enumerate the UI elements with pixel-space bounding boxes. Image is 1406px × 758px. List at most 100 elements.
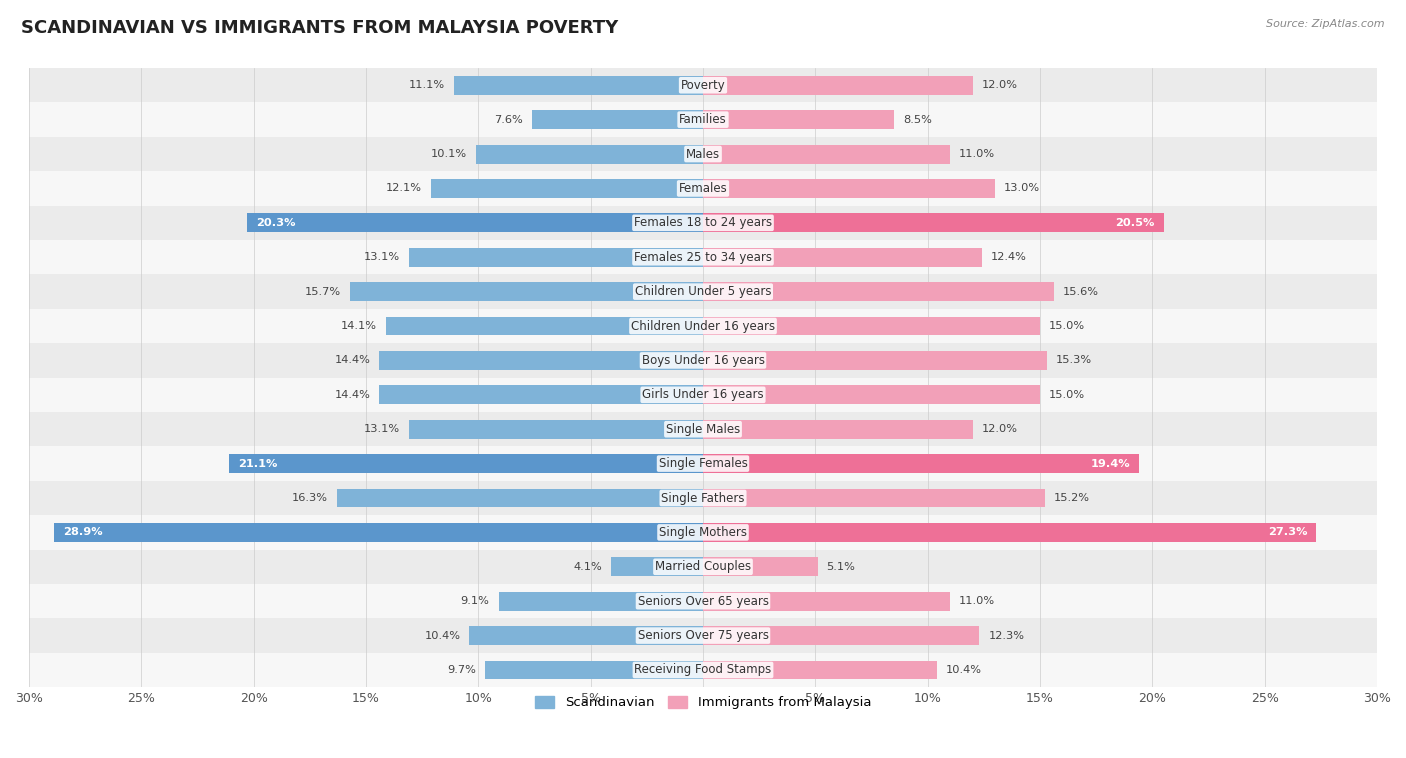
Bar — [409, 420, 703, 439]
Text: 10.4%: 10.4% — [946, 665, 981, 675]
Bar — [0, 550, 1406, 584]
Text: 14.4%: 14.4% — [335, 356, 370, 365]
Text: 12.0%: 12.0% — [981, 80, 1018, 90]
Text: 20.3%: 20.3% — [256, 218, 295, 228]
Text: 14.4%: 14.4% — [335, 390, 370, 399]
Text: Females: Females — [679, 182, 727, 195]
Bar — [0, 240, 1406, 274]
Text: 12.1%: 12.1% — [387, 183, 422, 193]
Bar — [703, 145, 950, 164]
Bar — [470, 626, 703, 645]
Bar — [703, 214, 1164, 232]
Text: 8.5%: 8.5% — [903, 114, 932, 124]
Text: Seniors Over 65 years: Seniors Over 65 years — [637, 595, 769, 608]
Text: 15.6%: 15.6% — [1063, 287, 1098, 296]
Bar — [703, 248, 981, 267]
Text: 15.0%: 15.0% — [1049, 321, 1085, 331]
Bar — [53, 523, 703, 542]
Text: 15.0%: 15.0% — [1049, 390, 1085, 399]
Text: Single Mothers: Single Mothers — [659, 526, 747, 539]
Text: 9.1%: 9.1% — [461, 597, 489, 606]
Bar — [0, 584, 1406, 619]
Bar — [703, 76, 973, 95]
Bar — [0, 377, 1406, 412]
Bar — [703, 385, 1040, 404]
Text: 12.4%: 12.4% — [991, 252, 1026, 262]
Bar — [0, 653, 1406, 688]
Bar — [0, 274, 1406, 309]
Text: Children Under 16 years: Children Under 16 years — [631, 320, 775, 333]
Text: Girls Under 16 years: Girls Under 16 years — [643, 388, 763, 401]
Text: 9.7%: 9.7% — [447, 665, 477, 675]
Bar — [387, 317, 703, 336]
Text: 15.3%: 15.3% — [1056, 356, 1092, 365]
Text: 19.4%: 19.4% — [1090, 459, 1130, 468]
Bar — [0, 171, 1406, 205]
Bar — [703, 592, 950, 611]
Text: 7.6%: 7.6% — [495, 114, 523, 124]
Bar — [0, 343, 1406, 377]
Text: Receiving Food Stamps: Receiving Food Stamps — [634, 663, 772, 676]
Text: 16.3%: 16.3% — [292, 493, 328, 503]
Bar — [247, 214, 703, 232]
Text: Poverty: Poverty — [681, 79, 725, 92]
Text: 14.1%: 14.1% — [342, 321, 377, 331]
Bar — [0, 446, 1406, 481]
Text: 11.0%: 11.0% — [959, 149, 995, 159]
Text: Boys Under 16 years: Boys Under 16 years — [641, 354, 765, 367]
Bar — [0, 205, 1406, 240]
Bar — [703, 110, 894, 129]
Text: 15.7%: 15.7% — [305, 287, 342, 296]
Bar — [499, 592, 703, 611]
Bar — [703, 489, 1045, 507]
Text: 10.4%: 10.4% — [425, 631, 460, 641]
Bar — [703, 179, 995, 198]
Text: 13.0%: 13.0% — [1004, 183, 1040, 193]
Bar — [454, 76, 703, 95]
Legend: Scandinavian, Immigrants from Malaysia: Scandinavian, Immigrants from Malaysia — [529, 691, 877, 715]
Bar — [477, 145, 703, 164]
Bar — [0, 412, 1406, 446]
Text: 13.1%: 13.1% — [364, 252, 399, 262]
Text: 11.1%: 11.1% — [409, 80, 444, 90]
Text: 12.0%: 12.0% — [981, 424, 1018, 434]
Bar — [610, 557, 703, 576]
Text: 10.1%: 10.1% — [432, 149, 467, 159]
Bar — [703, 282, 1053, 301]
Bar — [703, 626, 980, 645]
Bar — [0, 309, 1406, 343]
Bar — [0, 137, 1406, 171]
Text: 28.9%: 28.9% — [63, 528, 103, 537]
Text: 12.3%: 12.3% — [988, 631, 1025, 641]
Bar — [432, 179, 703, 198]
Text: Single Females: Single Females — [658, 457, 748, 470]
Bar — [380, 385, 703, 404]
Text: Single Fathers: Single Fathers — [661, 491, 745, 505]
Bar — [409, 248, 703, 267]
Text: 15.2%: 15.2% — [1053, 493, 1090, 503]
Text: Seniors Over 75 years: Seniors Over 75 years — [637, 629, 769, 642]
Text: SCANDINAVIAN VS IMMIGRANTS FROM MALAYSIA POVERTY: SCANDINAVIAN VS IMMIGRANTS FROM MALAYSIA… — [21, 19, 619, 37]
Text: 5.1%: 5.1% — [827, 562, 855, 572]
Text: 11.0%: 11.0% — [959, 597, 995, 606]
Bar — [0, 481, 1406, 515]
Text: Females 18 to 24 years: Females 18 to 24 years — [634, 216, 772, 230]
Bar — [703, 317, 1040, 336]
Bar — [485, 660, 703, 679]
Bar — [229, 454, 703, 473]
Text: Children Under 5 years: Children Under 5 years — [634, 285, 772, 298]
Bar — [0, 102, 1406, 137]
Bar — [703, 523, 1316, 542]
Text: 27.3%: 27.3% — [1268, 528, 1308, 537]
Text: Families: Families — [679, 113, 727, 126]
Bar — [703, 557, 818, 576]
Bar — [703, 660, 936, 679]
Text: Females 25 to 34 years: Females 25 to 34 years — [634, 251, 772, 264]
Bar — [703, 454, 1139, 473]
Text: 13.1%: 13.1% — [364, 424, 399, 434]
Text: Males: Males — [686, 148, 720, 161]
Bar — [703, 420, 973, 439]
Bar — [533, 110, 703, 129]
Bar — [0, 619, 1406, 653]
Bar — [350, 282, 703, 301]
